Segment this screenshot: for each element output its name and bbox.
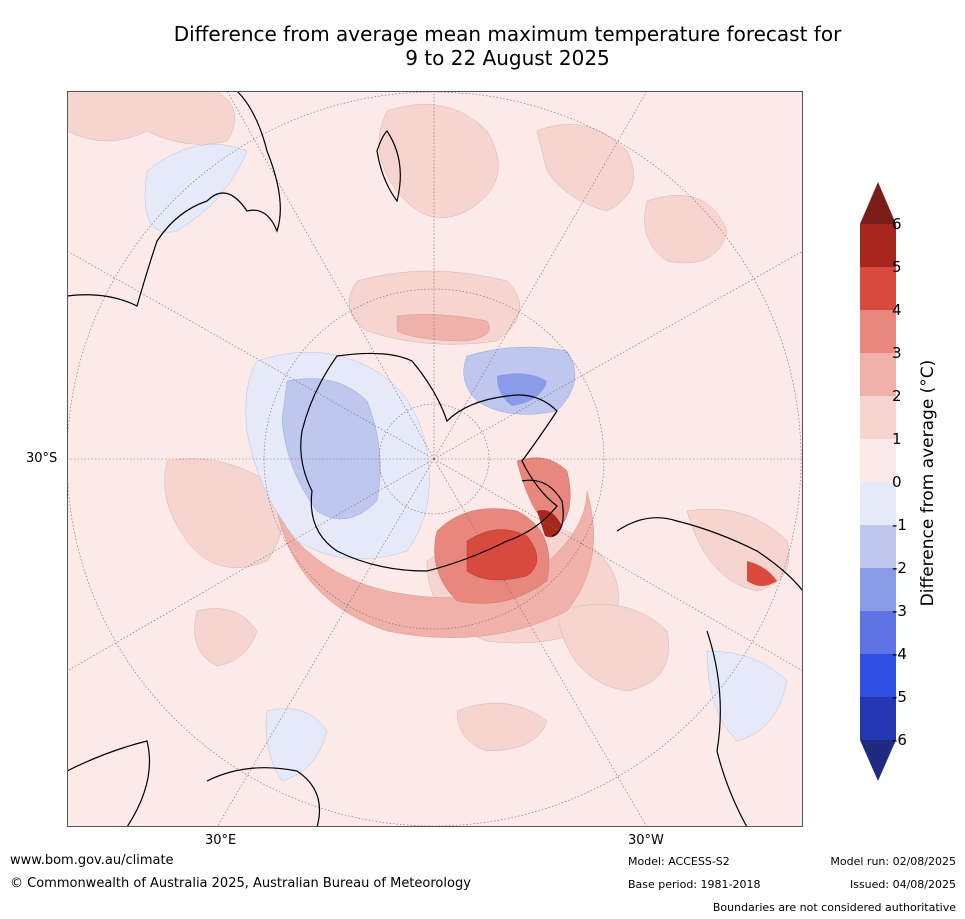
colorbar-max-extension <box>860 182 896 224</box>
chart-title: Difference from average mean maximum tem… <box>0 22 965 70</box>
title-line-1: Difference from average mean maximum tem… <box>173 22 842 46</box>
south-america-coast <box>706 630 748 827</box>
footer-base-period: Base period: 1981-2018 <box>628 878 761 891</box>
colorbar-cell <box>860 267 896 310</box>
colorbar-tick-label: -6 <box>892 731 907 749</box>
footer-model: Model: ACCESS-S2 <box>628 855 730 868</box>
new-zealand <box>376 130 401 203</box>
graticule <box>67 91 803 827</box>
colorbar-cell <box>860 482 896 525</box>
footer-model-run: Model run: 02/08/2025 <box>830 855 956 868</box>
colorbar-min-extension <box>860 740 896 781</box>
colorbar-cell <box>860 353 896 396</box>
south-america-north <box>616 517 803 592</box>
colorbar-tick-label: 6 <box>892 215 902 233</box>
colorbar-cell <box>860 611 896 654</box>
anomaly-plus1-regions <box>67 91 790 752</box>
antarctica-coast <box>300 352 558 572</box>
polar-anomaly-map <box>67 91 803 827</box>
anomaly-minus-australia <box>144 144 248 233</box>
colorbar-cell <box>860 310 896 353</box>
colorbar-tick-label: 0 <box>892 473 902 491</box>
lat-label-30s: 30°S <box>26 451 58 466</box>
colorbar: 6 5 4 3 2 1 0 -1 -2 -3 -4 -5 -6 <box>850 180 960 790</box>
colorbar-svg <box>860 182 896 781</box>
footer-url[interactable]: www.bom.gov.au/climate <box>10 853 174 868</box>
colorbar-cells <box>860 224 896 740</box>
antarctic-peninsula <box>521 479 564 537</box>
colorbar-cell <box>860 525 896 568</box>
australia-coast <box>67 91 281 307</box>
anomaly-plus4-east <box>747 561 777 586</box>
africa-coast-south <box>206 767 321 827</box>
africa-coast-west <box>67 740 151 827</box>
lon-label-30e: 30°E <box>205 833 237 848</box>
colorbar-tick-label: 3 <box>892 344 902 362</box>
footer-disclaimer: Boundaries are not considered authoritat… <box>712 901 956 914</box>
lon-label-30w: 30°W <box>628 833 664 848</box>
anomaly-plus2-north <box>396 314 490 342</box>
colorbar-tick-label: 2 <box>892 387 902 405</box>
anomaly-plus2-ring <box>276 490 594 638</box>
colorbar-tick-label: -4 <box>892 645 907 663</box>
colorbar-tick-label: 4 <box>892 301 902 319</box>
colorbar-cell <box>860 439 896 482</box>
colorbar-tick-label: -1 <box>892 516 907 534</box>
map-border <box>67 91 803 827</box>
colorbar-cell <box>860 396 896 439</box>
colorbar-tick-label: -2 <box>892 559 907 577</box>
colorbar-tick-label: -5 <box>892 688 907 706</box>
colorbar-tick-label: 5 <box>892 258 902 276</box>
title-line-2: 9 to 22 August 2025 <box>405 46 610 70</box>
anomaly-plus5-core <box>537 510 562 538</box>
colorbar-tick-label: 1 <box>892 430 902 448</box>
anomaly-minus-africa <box>265 708 328 782</box>
anomaly-plus4-core <box>466 529 538 581</box>
colorbar-cell <box>860 697 896 740</box>
colorbar-cell <box>860 224 896 267</box>
colorbar-cell <box>860 568 896 611</box>
map-svg <box>67 91 803 827</box>
footer-issued: Issued: 04/08/2025 <box>849 878 956 891</box>
coastlines <box>67 91 803 827</box>
anomaly-minus-southamerica <box>706 650 788 742</box>
footer-copyright: © Commonwealth of Australia 2025, Austra… <box>10 876 471 891</box>
colorbar-cell <box>860 654 896 697</box>
colorbar-tick-label: -3 <box>892 602 907 620</box>
colorbar-label: Difference from average (°C) <box>918 359 938 607</box>
